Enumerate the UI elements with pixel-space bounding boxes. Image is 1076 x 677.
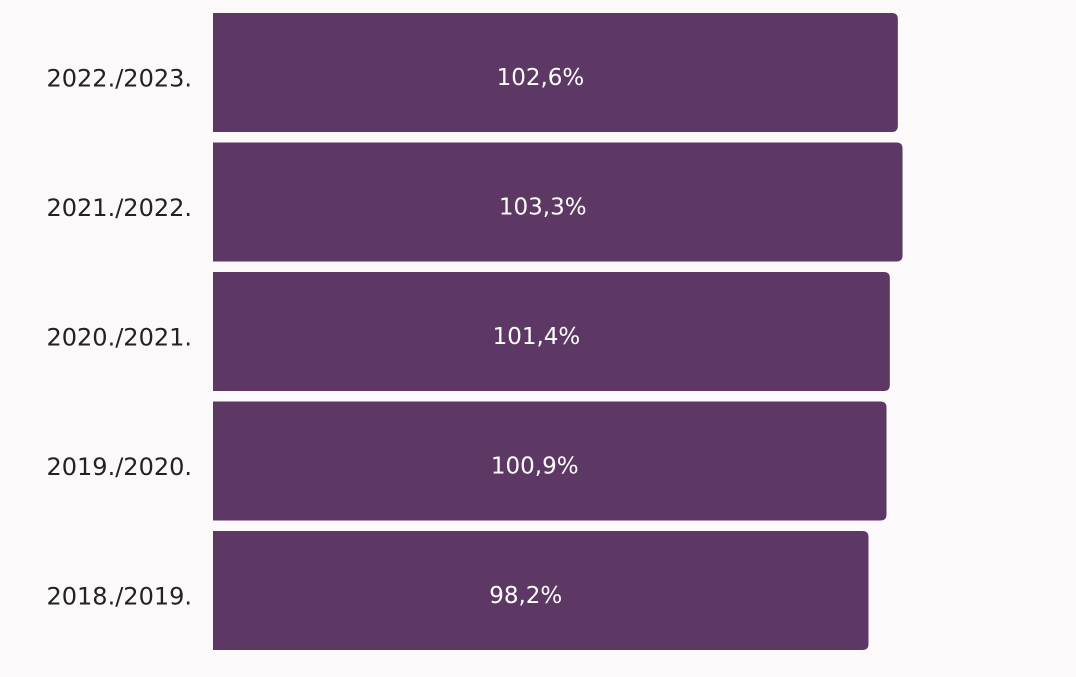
value-label: 101,4%: [493, 324, 581, 350]
value-label: 103,3%: [499, 195, 587, 221]
category-label: 2020./2021.: [47, 324, 193, 352]
category-label: 2022./2023.: [47, 65, 193, 93]
category-label: 2018./2019.: [47, 583, 193, 611]
category-label: 2019./2020.: [47, 453, 193, 481]
bar: [213, 13, 898, 132]
bar: [213, 142, 903, 262]
bar: [213, 272, 890, 391]
bar: [213, 401, 887, 521]
value-label: 98,2%: [489, 583, 562, 609]
bar: [213, 531, 869, 650]
value-label: 100,9%: [491, 454, 579, 480]
value-label: 102,6%: [497, 65, 585, 91]
category-label: 2021./2022.: [47, 194, 193, 222]
